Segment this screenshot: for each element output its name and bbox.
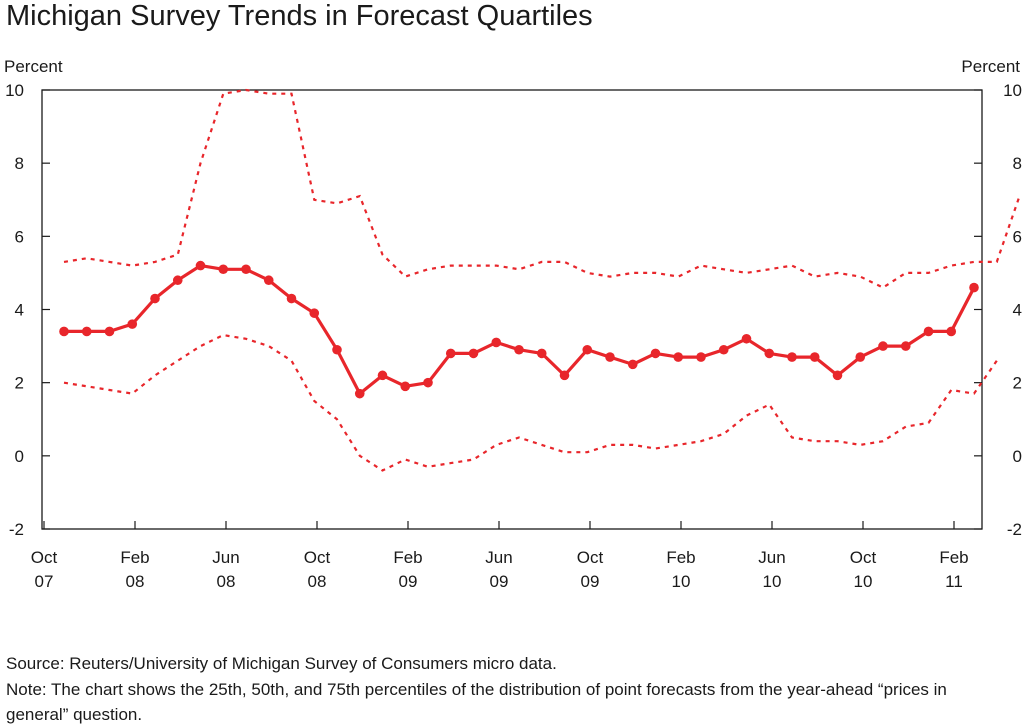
median-point xyxy=(559,370,570,381)
median-point xyxy=(445,348,456,359)
y-tick-label-left: 4 xyxy=(15,301,24,320)
y-tick-label-left: 2 xyxy=(15,374,24,393)
median-point xyxy=(741,333,752,344)
median-point xyxy=(354,388,365,399)
x-tick-label-month: Jun xyxy=(485,548,512,567)
median-point xyxy=(878,341,888,351)
median-point xyxy=(718,344,729,355)
series-line-25th xyxy=(63,333,998,472)
median-point xyxy=(627,359,638,370)
median-point xyxy=(81,326,92,337)
median-point xyxy=(900,341,911,351)
median-point xyxy=(923,326,934,337)
y-axis-right: -2 0 2 4 6 8 10 xyxy=(974,81,1022,539)
y-tick-label-right: 0 xyxy=(1013,447,1022,466)
y-tick-label-right: -2 xyxy=(1007,520,1022,539)
median-point xyxy=(787,352,797,362)
median-point xyxy=(832,370,843,381)
median-point xyxy=(377,370,388,381)
x-tick-label-year: 08 xyxy=(217,572,236,591)
x-tick-label-year: 07 xyxy=(35,572,54,591)
median-point xyxy=(764,348,775,359)
x-tick-label-year: 10 xyxy=(763,572,782,591)
median-point xyxy=(809,352,820,362)
chart-title: Michigan Survey Trends in Forecast Quart… xyxy=(6,0,593,32)
x-tick-label-month: Oct xyxy=(304,548,331,567)
x-tick-label-month: Oct xyxy=(577,548,604,567)
median-point xyxy=(605,352,615,362)
y-axis-left: -2 0 2 4 6 8 10 xyxy=(5,81,50,539)
median-point xyxy=(969,282,979,293)
x-tick-label-month: Feb xyxy=(393,548,422,567)
x-tick-label-month: Oct xyxy=(850,548,877,567)
y-tick-label-right: 2 xyxy=(1013,374,1022,393)
y-tick-label-left: 8 xyxy=(15,154,24,173)
median-point xyxy=(650,348,661,359)
median-point xyxy=(423,377,433,388)
y-tick-label-left: 0 xyxy=(15,447,24,466)
x-tick-label-month: Feb xyxy=(666,548,695,567)
median-point xyxy=(263,275,274,286)
median-point xyxy=(400,381,411,392)
x-tick-label-year: 09 xyxy=(581,572,600,591)
series-line-75th xyxy=(63,88,1021,289)
x-tick-label-year: 10 xyxy=(672,572,691,591)
x-tick-label-year: 11 xyxy=(945,572,963,591)
y-axis-unit-right: Percent xyxy=(961,57,1020,76)
series-layer xyxy=(59,88,1021,472)
x-tick-label-year: 10 xyxy=(854,572,873,591)
median-point xyxy=(172,275,183,286)
x-tick-label-month: Feb xyxy=(939,548,968,567)
median-point xyxy=(673,352,684,362)
median-point xyxy=(491,337,502,348)
median-point xyxy=(218,264,229,275)
median-point xyxy=(696,352,706,362)
x-tick-label-month: Jun xyxy=(758,548,785,567)
x-tick-label-year: 09 xyxy=(490,572,509,591)
median-point xyxy=(286,293,297,304)
y-tick-label-right: 8 xyxy=(1013,154,1022,173)
median-point xyxy=(536,348,547,359)
plot-frame xyxy=(41,89,983,530)
median-point xyxy=(332,344,342,355)
y-tick-label-right: 4 xyxy=(1013,301,1022,320)
x-tick-label-year: 08 xyxy=(126,572,145,591)
median-point xyxy=(195,260,206,271)
median-point xyxy=(514,344,524,355)
x-tick-label-year: 09 xyxy=(399,572,418,591)
y-tick-label-right: 10 xyxy=(1003,81,1022,100)
median-point xyxy=(582,344,593,355)
y-tick-label-left: 6 xyxy=(15,227,24,246)
median-point xyxy=(104,326,115,337)
x-tick-label-year: 08 xyxy=(308,572,327,591)
x-tick-label-month: Jun xyxy=(212,548,239,567)
median-point xyxy=(59,326,69,337)
source-note: Source: Reuters/University of Michigan S… xyxy=(6,654,557,673)
median-point xyxy=(127,319,138,329)
median-point xyxy=(241,264,251,275)
x-tick-label-month: Feb xyxy=(120,548,149,567)
y-axis-unit-left: Percent xyxy=(4,57,63,76)
y-tick-label-right: 6 xyxy=(1013,227,1022,246)
median-point xyxy=(468,348,479,359)
y-tick-label-left: -2 xyxy=(9,520,24,539)
median-point xyxy=(150,293,160,304)
y-tick-label-left: 10 xyxy=(5,81,24,100)
x-axis: Oct 07 Feb 08 Jun 08 Oct 08 Feb 09 Jun 09 Oct 09 Feb 10… xyxy=(31,521,969,591)
median-point xyxy=(946,326,957,337)
median-point xyxy=(855,352,866,362)
footnote: Note: The chart shows the 25th, 50th, an… xyxy=(6,680,947,724)
x-tick-label-month: Oct xyxy=(31,548,58,567)
line-chart: -2 0 2 4 6 8 10 -2 0 2 4 6 8 10 Oct 07 Feb 08 Jun 08 Oct 08… xyxy=(5,81,1022,591)
median-point xyxy=(309,308,320,318)
